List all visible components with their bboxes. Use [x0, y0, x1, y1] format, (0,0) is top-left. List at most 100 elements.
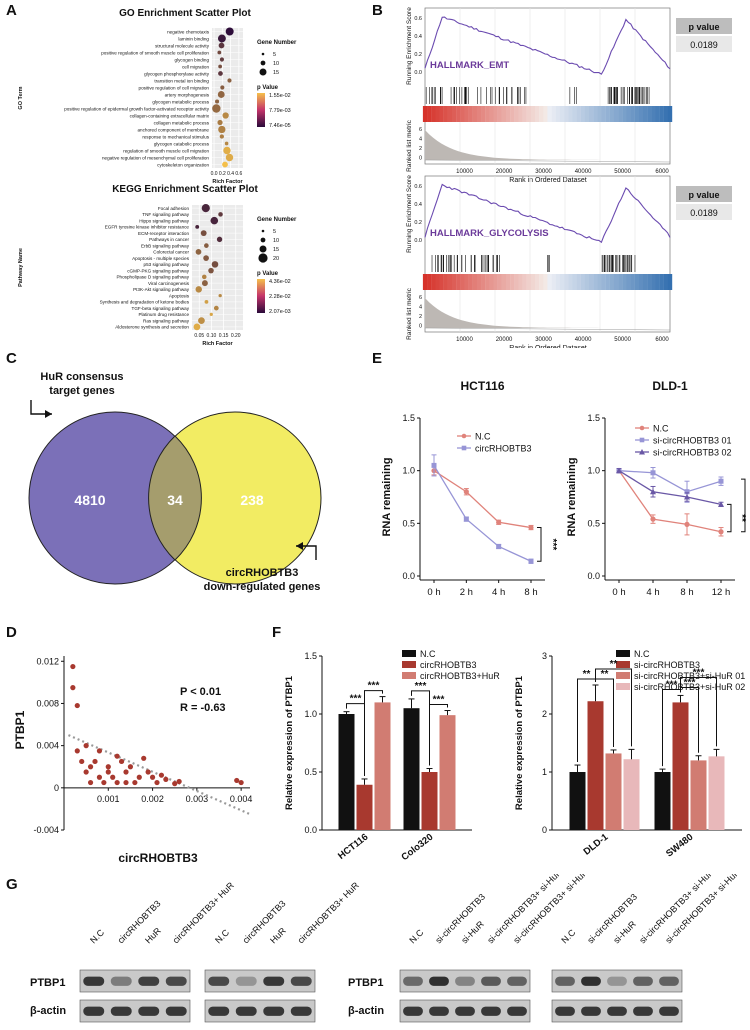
d-data-point	[127, 764, 134, 770]
gsea-glycolysis-pvalue-label: p value	[688, 190, 719, 200]
kegg-dot	[213, 305, 219, 311]
go-ylabel: GO Term	[18, 86, 24, 109]
e-hct116-series-line	[433, 470, 532, 529]
gsea-emt-es-tick: 0.6	[414, 16, 422, 22]
g-colo320-actin-band	[263, 1006, 285, 1016]
g-colo320-actin-band	[208, 1006, 230, 1016]
d-xlabel: circRHOBTB3	[118, 851, 198, 865]
e-dld1-sig-bracket	[741, 478, 746, 533]
gsea-glycolysis-pvalue-box-head	[676, 186, 732, 202]
kegg-term-label: PI3K-Akt signaling pathway	[133, 287, 190, 292]
kegg-dot	[210, 216, 219, 225]
go-term-label: collagen metabolic process	[154, 120, 210, 125]
gsea-emt-es-tick: 0.2	[414, 52, 422, 58]
go-dot	[217, 91, 225, 98]
e-hct116-series-line	[433, 465, 532, 562]
gsea-glycolysis-x-tick: 10000	[456, 337, 473, 343]
go-dot	[222, 161, 228, 168]
venn-right-arrowhead	[296, 542, 303, 550]
kegg-dot	[202, 274, 207, 280]
gsea-emt-rank-color-cell	[626, 106, 631, 122]
g-sw480-actin-band	[633, 1006, 653, 1016]
gsea-emt-rank-color-cell	[493, 106, 498, 122]
f-right-bar	[708, 756, 725, 830]
gsea-emt-rank-color-cell	[439, 106, 444, 122]
venn-left-arrow	[30, 400, 52, 415]
gsea-glycolysis-metric-zero-line	[424, 327, 671, 331]
d-data-point	[141, 755, 147, 761]
gsea-emt-metric-tick: 0	[419, 156, 422, 162]
kegg-xlabel: Rich Factor	[202, 341, 233, 347]
d-data-point	[176, 778, 182, 785]
gsea-emt-metric-area	[425, 130, 670, 160]
f-right-category-label: SW480	[664, 832, 695, 860]
gsea-glycolysis-rank-color-cell	[576, 274, 581, 290]
f-left-ytick-label: 0.0	[304, 825, 317, 835]
go-p-legend-label: 7.79e-03	[269, 108, 291, 114]
go-xlabel: Rich Factor	[212, 179, 243, 185]
gsea-glycolysis-rank-color-cell	[647, 274, 652, 290]
go-term-label: glycogen phosphorylase activity	[144, 71, 210, 76]
go-xtick: 0.2	[219, 171, 226, 177]
gsea-glycolysis-rank-color-cell	[493, 274, 498, 290]
gsea-glycolysis-rank-color-cell	[518, 274, 523, 290]
go-xtick: 0.4	[227, 171, 234, 177]
gsea-emt-metric-zero-line	[424, 159, 671, 163]
panel-d-correlation-scatter: 0.012 0.008 0.004 0 -0.004 0.001 0.002 0.003 0.0…	[13, 656, 252, 865]
gsea-emt-rank-color-cell	[522, 106, 527, 122]
gsea-glycolysis-rank-color-cell	[526, 274, 532, 290]
gsea-emt-rank-color-cell	[514, 106, 519, 122]
e-dld1-ytick-label: 1.0	[587, 466, 600, 476]
kegg-size-legend-label: 20	[273, 256, 279, 262]
g-colo320-actin-membrane	[204, 999, 316, 1023]
gsea-glycolysis-x-label: Rank in Ordered Dataset	[509, 345, 586, 348]
go-size-legend-label: 15	[273, 70, 279, 76]
d-data-point	[114, 753, 120, 759]
venn-left-title: HuR consensus	[40, 371, 123, 383]
venn-right-count: 238	[240, 492, 264, 508]
e-hct116-xtick-label: 0 h	[427, 587, 440, 598]
gsea-glycolysis-x-tick: 40000	[575, 337, 592, 343]
e-dld1-ytick-label: 1.5	[587, 413, 600, 423]
f-right-sig-label: **	[601, 669, 609, 680]
gsea-emt-rank-color-cell	[543, 106, 548, 122]
g-hct116-ptbp1-band	[83, 976, 105, 986]
e-hct116-marker	[431, 462, 437, 468]
gsea-glycolysis-rank-color-cell	[510, 274, 515, 290]
d-data-point	[105, 769, 111, 775]
go-dot	[212, 104, 221, 113]
gsea-glycolysis-rank-color-cell	[476, 274, 482, 290]
gsea-glycolysis-metric-area	[425, 298, 670, 328]
go-term-label: cell migration	[182, 64, 210, 69]
gsea-glycolysis-rank-color-cell	[597, 274, 602, 290]
gsea-glycolysis-rank-color-cell	[539, 274, 544, 290]
gsea-glycolysis-frame	[424, 175, 671, 333]
e-dld1-xtick-label: 12 h	[712, 587, 731, 598]
f-left-sig-bracket	[364, 690, 383, 776]
f-left-bar	[403, 708, 420, 830]
kegg-term-label: Pathways in cancer	[149, 237, 189, 242]
g-colo320-lane-label: circRHOBTB3+ HuR	[296, 880, 362, 946]
gsea-glycolysis-rank-color-cell	[464, 274, 469, 290]
e-dld1-ytick-label: 0.5	[587, 518, 600, 528]
gsea-emt-pvalue: 0.0189	[690, 40, 718, 50]
gsea-glycolysis-rank-color-cell	[634, 274, 639, 290]
d-trend-line	[67, 734, 251, 816]
gsea-glycolysis-rank-color-cell	[489, 274, 494, 290]
gsea-glycolysis-es-tick: 0.6	[414, 184, 422, 190]
d-data-point	[118, 758, 125, 765]
f-left-ylabel: Relative expression of PTBP1	[284, 675, 295, 810]
go-dot	[218, 64, 222, 69]
d-data-point	[158, 772, 165, 778]
gsea-glycolysis-rank-color-cell	[431, 274, 436, 290]
f-left-legend-label: circRHOBTB3	[420, 660, 477, 670]
go-dot	[217, 50, 222, 55]
e-hct116-xtick-label: 8 h	[524, 587, 537, 598]
d-data-point	[87, 764, 94, 770]
e-hct116-marker	[496, 544, 502, 550]
kegg-dot	[204, 299, 209, 304]
go-dot	[220, 85, 225, 90]
e-dld1-sig-label: **	[736, 514, 747, 522]
